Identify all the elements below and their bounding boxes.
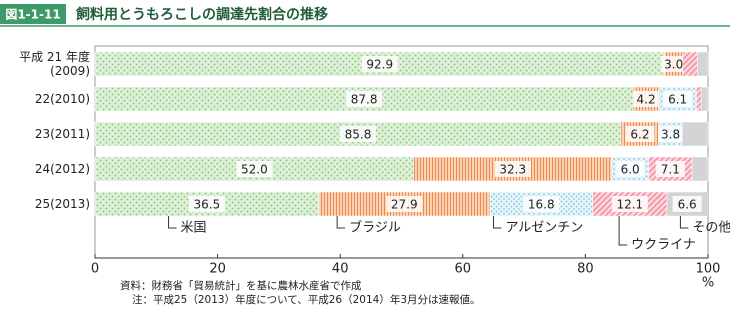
y-tick-label: 22(2010) [34,92,90,106]
label-bg [236,161,273,177]
value-label: 3.8 [661,128,680,142]
x-tick-label: 100 [696,262,721,277]
label-bg [611,196,648,212]
value-label: 4.2 [637,93,656,107]
value-label: 7.1 [661,163,680,177]
value-label: 92.9 [366,58,393,72]
value-label: 52.0 [241,163,268,177]
value-label: 32.3 [499,163,526,177]
value-label: 6.2 [630,128,649,142]
label-bg [339,126,376,142]
label-bg [361,56,398,72]
label-bg [663,91,693,107]
bar-segment [682,121,709,147]
label-bg [386,196,423,212]
x-tick-label: 20 [209,262,226,277]
value-label: 6.0 [621,163,640,177]
label-bg [661,56,687,72]
figure-label-box [0,4,66,24]
value-label: 27.9 [391,198,418,212]
value-label: 6.6 [678,198,697,212]
legend-leader [168,216,177,229]
bar-segment [682,51,698,77]
label-bg [346,91,383,107]
legend-label: その他 [692,221,730,236]
x-tick-label: 80 [577,262,594,277]
legend-leader [679,216,689,229]
legend-label: ウクライナ [631,238,696,253]
bar-segment [696,86,702,112]
label-bg [625,126,655,142]
value-label: 36.5 [194,198,221,212]
y-tick-label: 平成 21 年度 (2009) [19,50,90,78]
value-label: 87.8 [351,93,378,107]
label-bg [655,161,685,177]
value-label: 6.1 [668,93,687,107]
value-label: 16.8 [528,198,555,212]
bar-segment [691,156,709,182]
bar-segment [697,51,709,77]
value-label: 12.1 [616,198,643,212]
y-tick-label: 23(2011) [34,127,90,141]
legend-leader [618,216,628,246]
bar-segment [701,86,709,112]
label-bg [494,161,531,177]
y-tick-label: 25(2013) [34,197,90,211]
x-unit: % [702,276,714,291]
label-bg [188,196,225,212]
label-bg [633,91,659,107]
x-tick-label: 60 [455,262,472,277]
value-label: 3.0 [664,58,683,72]
legend-leader [336,216,346,229]
legend-label: アルゼンチン [505,221,583,236]
figure-label: 図1-1-11 [5,8,60,22]
note: 資料：財務省「貿易統計」を基に農林水産省で作成 [120,279,362,292]
legend-label: ブラジル [349,220,401,236]
label-bg [672,196,702,212]
label-bg [523,196,560,212]
note: 注：平成25（2013）年度について、平成26（2014）年3月分は速報値。 [132,293,481,306]
chart-title: 飼料用とうもろこしの調達先割合の推移 [75,6,328,23]
y-tick-label: 24(2012) [34,162,90,176]
legend-label: 米国 [181,221,207,236]
value-label: 85.8 [345,128,372,142]
label-bg [615,161,645,177]
x-tick-label: 40 [332,262,349,277]
label-bg [658,126,684,142]
legend-leader [492,216,502,229]
x-tick-label: 0 [91,262,99,277]
